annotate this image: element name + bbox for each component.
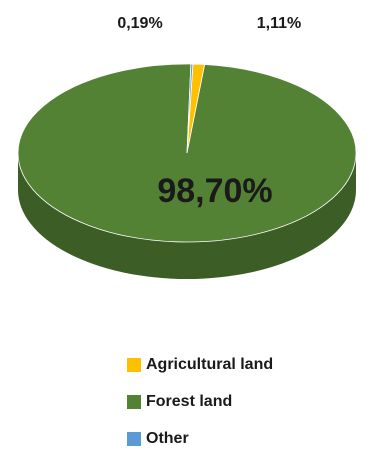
legend-item-agricultural-land: Agricultural land xyxy=(127,356,357,374)
legend-swatch-forest-land xyxy=(127,395,141,409)
data-labels: 1,11% 98,70% 0,19% xyxy=(117,15,301,210)
legend-swatch-agricultural-land xyxy=(127,358,141,372)
legend-label-forest-land: Forest land xyxy=(146,393,233,410)
data-label-other: 0,19% xyxy=(117,15,162,32)
pie-side-forest-land xyxy=(18,153,356,279)
pie-sides xyxy=(18,153,356,279)
legend-swatch-other xyxy=(127,432,141,446)
legend-label-other: Other xyxy=(146,430,189,447)
pie-slices xyxy=(17,63,357,243)
data-label-agricultural-land: 1,11% xyxy=(257,15,301,32)
pie-chart: 1,11% 98,70% 0,19% xyxy=(17,15,357,279)
legend-label-agricultural-land: Agricultural land xyxy=(146,356,274,373)
data-label-forest-land: 98,70% xyxy=(157,172,272,210)
legend-item-other: Other xyxy=(127,430,357,448)
legend: Agricultural land Forest land Other xyxy=(127,356,357,467)
pie-slice-forest-land xyxy=(17,63,357,243)
legend-item-forest-land: Forest land xyxy=(127,393,357,411)
pie-slice-other xyxy=(186,63,194,154)
